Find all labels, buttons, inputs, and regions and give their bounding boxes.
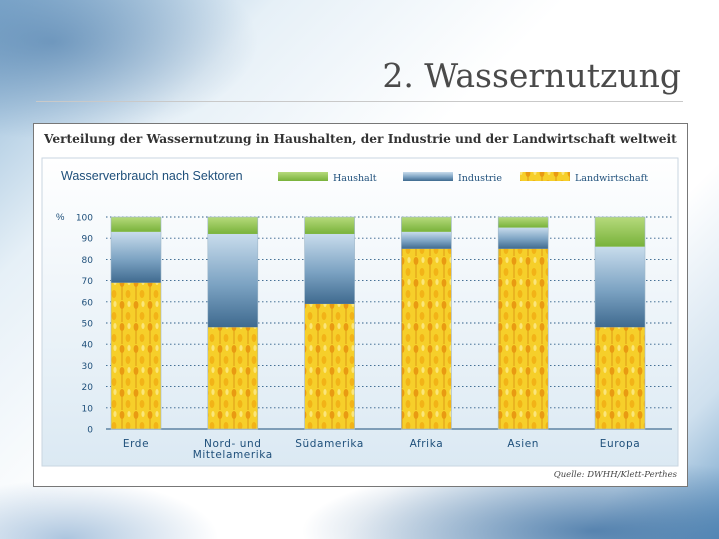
bar-stack-afrika <box>401 216 452 430</box>
bar-outline-s-damerika <box>304 216 355 430</box>
figure-title: Verteilung der Wassernutzung in Haushalt… <box>44 132 677 146</box>
legend-label-industrie: Industrie <box>458 173 502 184</box>
bar-haushalt-asien <box>498 217 549 228</box>
bar-industrie-s-damerika <box>304 233 355 304</box>
source-note: Quelle: DWHH/Klett-Perthes <box>553 470 677 480</box>
bar-landwirtschaft-s-damerika <box>304 303 355 429</box>
legend-item-landwirtschaft: Landwirtschaft <box>520 172 648 184</box>
x-tick-label-nord-und-mittelamerika-line2: Mittelamerika <box>193 449 273 461</box>
x-tick-label-asien: Asien <box>507 438 539 450</box>
legend-swatch-haushalt <box>278 172 328 181</box>
y-tick-label-30: 30 <box>82 362 94 372</box>
x-tick-label-afrika: Afrika <box>410 438 444 450</box>
y-tick-label-10: 10 <box>82 404 94 414</box>
bar-haushalt-nord-und-mittelamerika <box>207 217 258 234</box>
bar-industrie-erde <box>111 231 161 283</box>
bar-landwirtschaft-afrika <box>401 248 452 429</box>
bar-industrie-europa <box>595 246 645 328</box>
bar-landwirtschaft-asien <box>498 248 549 429</box>
bar-industrie-nord-und-mittelamerika <box>207 233 258 328</box>
water-background-bottom-left <box>0 479 220 539</box>
bar-haushalt-europa <box>595 217 645 247</box>
y-tick-label-0: 0 <box>87 426 93 436</box>
y-tick-label-100: 100 <box>76 214 93 224</box>
bar-landwirtschaft-nord-und-mittelamerika <box>207 327 258 429</box>
bar-stack-nord-und-mittelamerika <box>207 216 259 430</box>
bar-stack-europa <box>594 216 646 430</box>
legend-item-industrie: Industrie <box>403 172 502 184</box>
bar-landwirtschaft-europa <box>595 327 645 429</box>
y-tick-label-90: 90 <box>82 235 94 245</box>
y-tick-label-20: 20 <box>82 383 94 393</box>
bar-outline-erde <box>110 216 162 430</box>
x-tick-label-europa: Europa <box>600 438 641 450</box>
bar-outline-asien <box>497 216 549 430</box>
chart-title: Wasserverbrauch nach Sektoren <box>61 169 243 183</box>
x-tick-label-s-damerika: Südamerika <box>295 438 364 450</box>
y-tick-label-40: 40 <box>82 341 94 351</box>
y-axis-label: % <box>56 212 65 223</box>
x-tick-label-nord-und-mittelamerika-line1: Nord- und <box>204 438 262 450</box>
legend-label-landwirtschaft: Landwirtschaft <box>575 173 648 184</box>
y-tick-label-70: 70 <box>82 277 94 287</box>
bar-stack-erde <box>110 216 162 430</box>
title-divider <box>36 101 683 102</box>
x-tick-label-erde: Erde <box>123 438 149 450</box>
bar-industrie-afrika <box>401 231 452 249</box>
chart-figure: Verteilung der Wassernutzung in Haushalt… <box>33 123 688 487</box>
bar-stack-asien <box>497 216 549 430</box>
bar-haushalt-s-damerika <box>304 217 355 234</box>
legend-swatch-landwirtschaft <box>520 172 570 181</box>
slide-title: 2. Wassernutzung <box>382 56 681 95</box>
bar-stack-s-damerika <box>304 216 355 430</box>
legend-label-haushalt: Haushalt <box>333 173 377 184</box>
y-tick-label-80: 80 <box>82 256 94 266</box>
bar-outline-nord-und-mittelamerika <box>207 216 259 430</box>
stacked-bar-chart: Wasserverbrauch nach Sektoren Haushalt Ind… <box>41 157 679 467</box>
legend-item-haushalt: Haushalt <box>278 172 377 184</box>
bar-outline-afrika <box>401 216 452 430</box>
bar-haushalt-afrika <box>401 217 452 232</box>
bar-haushalt-erde <box>111 217 161 232</box>
legend-swatch-industrie <box>403 172 453 181</box>
y-tick-label-50: 50 <box>82 320 94 330</box>
bar-landwirtschaft-erde <box>111 282 161 429</box>
bar-industrie-asien <box>498 227 549 249</box>
water-background-top-left <box>0 0 260 140</box>
bar-outline-europa <box>594 216 646 430</box>
y-tick-label-60: 60 <box>82 298 94 308</box>
